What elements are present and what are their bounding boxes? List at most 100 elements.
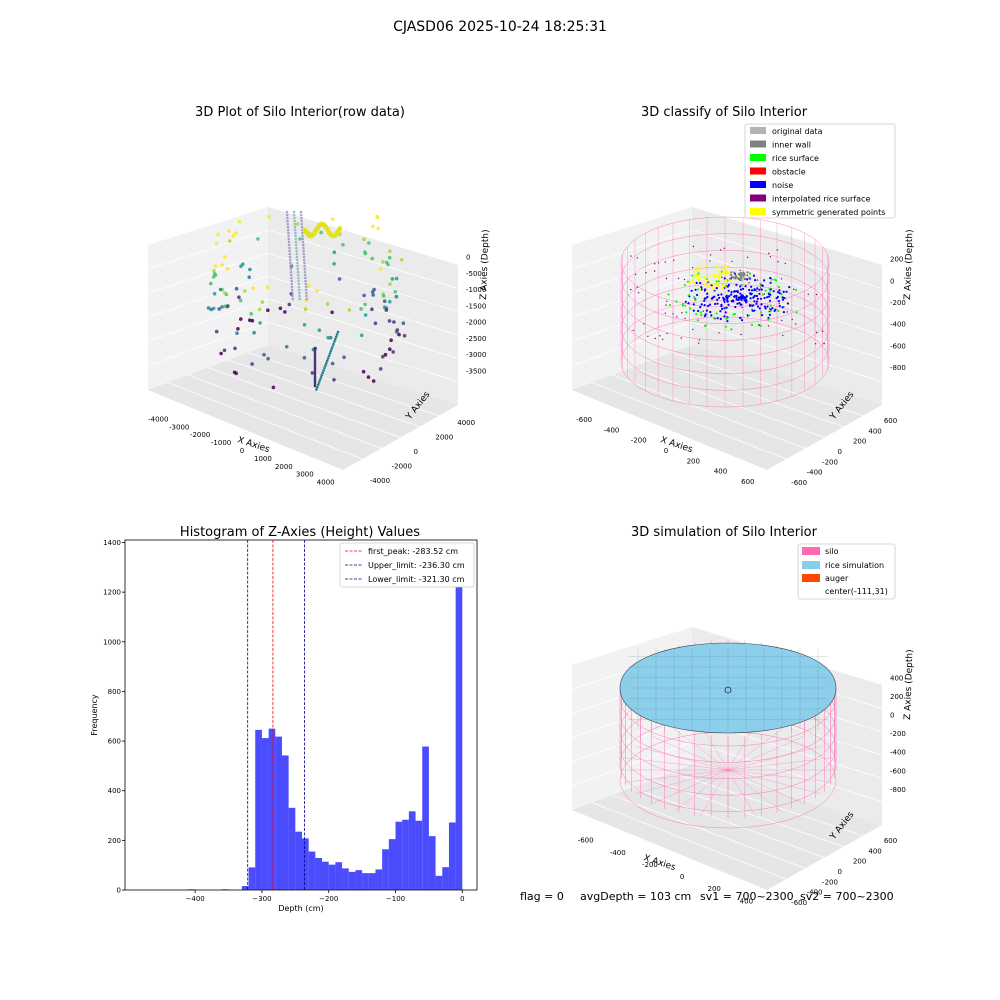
raw-point xyxy=(373,321,378,326)
raw-point xyxy=(298,291,301,295)
hist-bar xyxy=(428,836,436,890)
sim-z-tick: -200 xyxy=(890,730,906,738)
footer-avg-depth: avgDepth = 103 cm xyxy=(580,890,691,903)
cls-interp-point xyxy=(821,330,824,332)
sim-floor-spoke xyxy=(651,769,729,805)
cls-silo-ring xyxy=(620,250,830,341)
cls-interp-point xyxy=(714,318,716,320)
raw-point xyxy=(292,210,296,214)
cls-rice-point xyxy=(777,285,781,289)
raw-point xyxy=(366,375,371,379)
cls-noise-point xyxy=(758,292,761,295)
cls-interp-point xyxy=(756,290,758,292)
raw-point xyxy=(359,307,363,311)
raw-point xyxy=(329,349,333,353)
raw-point xyxy=(285,213,289,217)
cls-rice-point xyxy=(769,310,772,313)
legend-text-original: original data xyxy=(772,127,823,136)
cls-noise-point xyxy=(724,311,727,314)
raw-grid-right xyxy=(267,252,459,313)
hist-x-ticks: −400 −300 −200 −100 0 xyxy=(186,890,465,903)
cls-rice-point xyxy=(691,274,694,277)
cls-grid-left xyxy=(571,321,693,367)
cls-symmetric-point xyxy=(717,270,720,273)
raw-point xyxy=(394,276,399,281)
cls-rice-point xyxy=(759,282,762,286)
cls-interp-point xyxy=(645,272,647,274)
cls-noise-point xyxy=(723,277,726,280)
raw-point xyxy=(301,231,304,235)
cls-symmetric-point xyxy=(690,279,694,282)
cls-noise-point xyxy=(756,297,760,300)
cls-noise-point xyxy=(752,274,756,277)
cls-noise-point xyxy=(703,304,706,307)
raw-point xyxy=(212,269,216,273)
raw-point xyxy=(220,305,224,309)
cls-interp-point xyxy=(665,277,668,280)
cls-noise-point xyxy=(732,300,735,303)
raw-point xyxy=(362,237,366,241)
hist-bar xyxy=(335,862,343,890)
raw-point xyxy=(325,302,330,306)
raw-point xyxy=(391,350,396,354)
raw-point xyxy=(335,333,339,336)
cls-interp-point xyxy=(684,305,686,307)
raw-point xyxy=(319,230,323,235)
raw-point xyxy=(293,219,296,223)
legend-text-inner-wall: inner wall xyxy=(772,141,811,150)
raw-point xyxy=(302,258,306,262)
raw-point xyxy=(313,350,317,354)
raw-y-tick: 2000 xyxy=(435,433,453,441)
cls-rice-point xyxy=(717,280,720,283)
hist-bar xyxy=(268,728,276,890)
cls-interp-point xyxy=(709,260,711,262)
raw-point xyxy=(388,347,392,352)
cls-interp-point xyxy=(673,259,675,261)
hist-x-tick-label: −300 xyxy=(252,895,271,903)
sim-floor-spoke xyxy=(727,769,757,817)
raw-point xyxy=(298,297,302,301)
cls-interp-point xyxy=(726,285,728,287)
raw-grid-right xyxy=(267,298,459,359)
cls-x-tick: -600 xyxy=(576,416,592,424)
hist-x-tick-label: 0 xyxy=(460,895,464,903)
cls-interp-point xyxy=(677,277,680,280)
raw-point xyxy=(287,240,291,244)
sim-title: 3D simulation of Silo Interior xyxy=(631,525,818,540)
cls-noise-point xyxy=(722,298,726,301)
raw-point xyxy=(296,270,300,274)
cls-z-tick: -400 xyxy=(890,321,906,329)
cls-interp-point xyxy=(792,288,795,290)
raw-point xyxy=(302,255,306,259)
cls-interp-point xyxy=(741,306,743,309)
cls-rice-point xyxy=(770,278,773,281)
cls-interp-point xyxy=(760,287,762,289)
legend-text-upper: Upper_limit: -236.30 cm xyxy=(368,561,465,570)
cls-interp-point xyxy=(709,254,712,256)
cls-noise-point xyxy=(751,304,754,307)
raw-point xyxy=(359,333,364,338)
cls-interp-point xyxy=(702,310,704,312)
raw-point xyxy=(236,327,240,331)
hist-bar xyxy=(408,811,416,890)
hist-bar xyxy=(388,839,396,890)
hist-bar xyxy=(221,889,229,890)
cls-x-tick: 600 xyxy=(741,478,754,486)
raw-point xyxy=(290,276,293,280)
cls-interp-point xyxy=(784,297,786,299)
cls-noise-point xyxy=(735,294,738,298)
cls-noise-point xyxy=(728,295,731,298)
cls-noise-point xyxy=(777,291,780,294)
cls-grid-left xyxy=(571,298,693,343)
sim-floor-spoke xyxy=(727,745,822,771)
cls-interp-point xyxy=(748,303,751,306)
raw-point xyxy=(239,317,243,321)
cls-interp-point xyxy=(637,292,640,294)
raw-point xyxy=(295,246,298,250)
raw-point xyxy=(327,354,331,358)
legend-text-interpolated: interpolated rice surface xyxy=(772,195,870,204)
cls-noise-point xyxy=(739,292,742,295)
